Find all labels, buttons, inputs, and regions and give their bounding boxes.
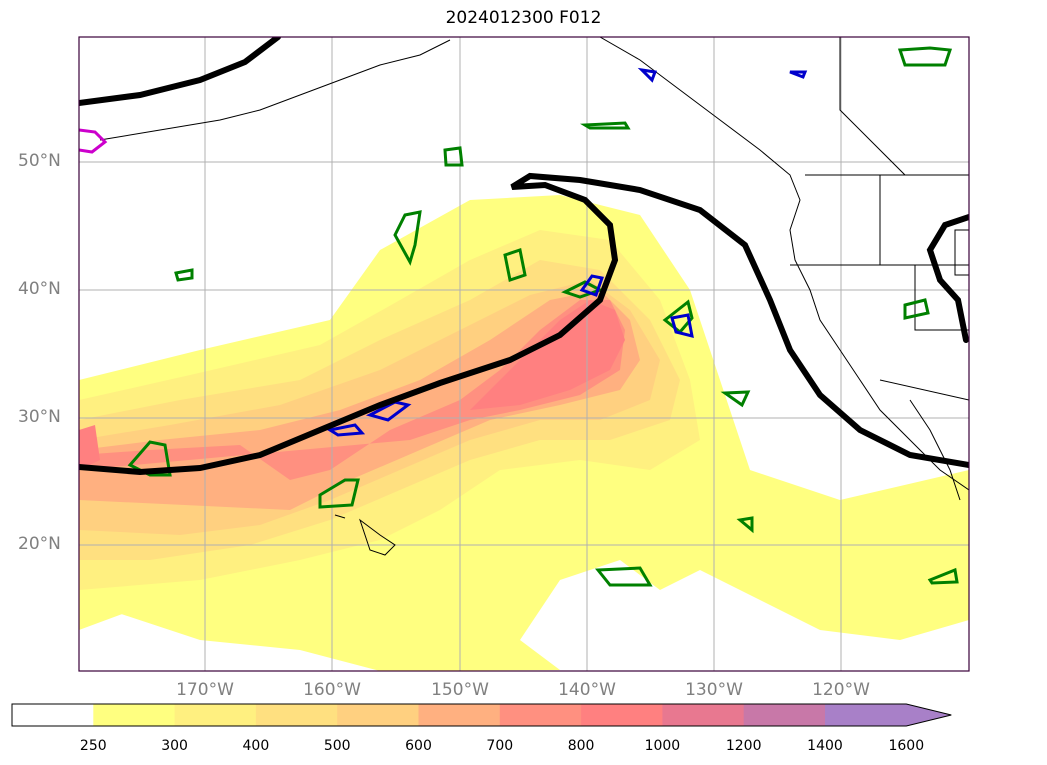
colorbar-tick-label: 500 [323,738,351,754]
lon-label: 130°W [685,680,743,700]
colorbar-segment [337,704,419,726]
colorbar-segment [743,704,826,726]
colorbar-segment [93,704,176,726]
colorbar-outline [11,703,952,727]
lon-label: 150°W [431,680,489,700]
green-contours [127,46,959,587]
colorbar-tick-label: 800 [567,738,595,754]
colorbar-tick-label: 1000 [644,738,681,754]
map-border [78,36,970,672]
map-title: 2024012300 F012 [445,8,602,28]
lon-label: 140°W [558,680,616,700]
colorbar-segment [174,704,257,726]
colorbar-segment [662,704,745,726]
lat-label: 50°N [18,151,61,171]
lat-label: 30°N [18,407,61,427]
colorbar-extend-arrow [825,704,952,726]
colorbar-tick-label: 400 [242,738,270,754]
coastlines [99,37,969,556]
colorbar-tick-label: 1600 [888,738,925,754]
gridlines [79,37,969,671]
colorbar-tick-label: 1200 [725,738,762,754]
colorbar-tick-label: 700 [486,738,514,754]
colorbar-tick-label: 600 [405,738,432,754]
blue-contours [326,67,808,437]
colorbar-under-segment [12,704,94,726]
lat-label: 40°N [18,279,61,299]
colorbar-segment [581,704,663,726]
lon-label: 160°W [303,680,361,700]
colorbar-tick-label: 1400 [807,738,843,754]
colorbar-segment [418,704,501,726]
colorbar-tick-label: 300 [161,738,188,754]
jet-contours [79,37,969,476]
colorbar [11,703,952,727]
lon-label: 170°W [176,680,234,700]
lon-label: 120°W [812,680,870,700]
colorbar-segment [255,704,338,726]
colorbar-segment [499,704,582,726]
colorbar-tick-label: 250 [79,738,107,754]
ivt-band-800 [79,300,625,470]
lat-label: 20°N [18,534,61,554]
magenta-contour [79,128,108,154]
